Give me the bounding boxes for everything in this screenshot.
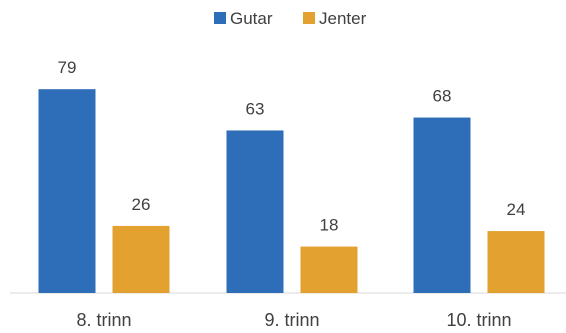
x-tick-label-1: 8. trinn	[76, 310, 131, 330]
x-tick-label-2: 9. trinn	[264, 310, 319, 330]
legend-label-jenter: Jenter	[319, 9, 367, 28]
data-label-gutar-3: 68	[433, 87, 452, 106]
bar-gutar-1	[38, 89, 96, 294]
data-label-gutar-1: 79	[58, 58, 77, 77]
data-label-jenter-3: 24	[507, 200, 526, 219]
data-label-jenter-1: 26	[132, 195, 151, 214]
bar-jenter-3	[487, 231, 545, 293]
bar-jenter-2	[300, 246, 358, 293]
data-labels-group: 79 26 63 18 68 24	[58, 58, 526, 234]
bar-gutar-3	[413, 117, 471, 293]
legend-swatch-gutar	[214, 12, 226, 24]
data-label-gutar-2: 63	[246, 99, 265, 118]
x-tick-label-3: 10. trinn	[446, 310, 511, 330]
legend-label-gutar: Gutar	[230, 9, 273, 28]
legend: Gutar Jenter	[214, 9, 367, 28]
bar-gutar-2	[226, 130, 284, 293]
bars-group	[38, 89, 545, 294]
bar-jenter-1	[112, 225, 170, 293]
legend-swatch-jenter	[303, 12, 315, 24]
data-label-jenter-2: 18	[320, 216, 339, 235]
x-tick-labels-group: 8. trinn 9. trinn 10. trinn	[76, 310, 511, 330]
